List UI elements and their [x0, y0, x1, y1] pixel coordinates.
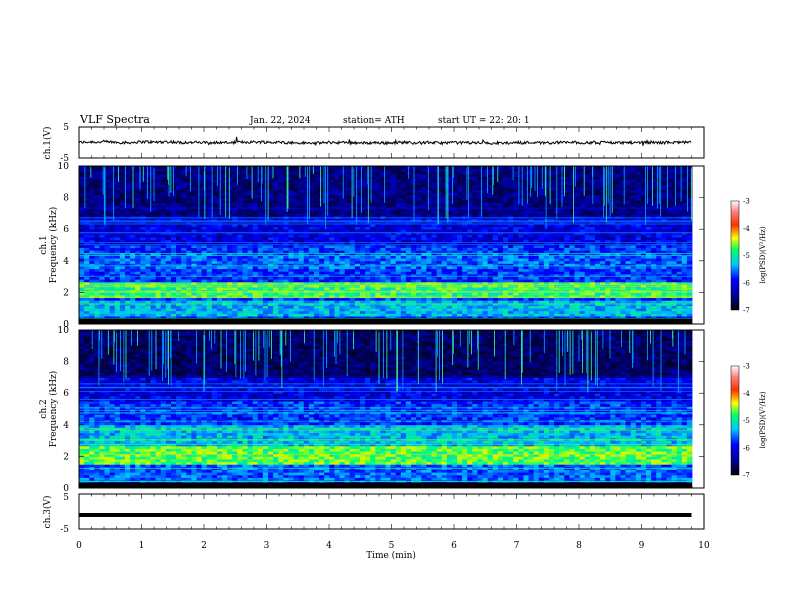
ch3-waveform-ylabel: ch.3(V): [42, 496, 53, 529]
x-axis-tick-labels: 0 1 2 3 4 5 6 7 8 9 10: [76, 541, 710, 551]
date-label: Jan. 22, 2024: [249, 116, 311, 126]
y-tick-label: 6: [63, 389, 69, 399]
y-tick-label: 10: [58, 162, 70, 172]
colorbar-tick-label: -7: [743, 307, 750, 315]
x-tick-label: 9: [639, 541, 645, 551]
ch1-spectrogram-ylabel-channel: ch.1: [39, 235, 49, 254]
ch2-spectrogram-ticks: [78, 330, 705, 488]
ch1-spectrogram-ticks: [78, 166, 705, 324]
station-label: station= ATH: [343, 116, 405, 126]
y-tick-label: 4: [63, 257, 69, 267]
y-tick-label: 2: [63, 452, 69, 462]
ch1-colorbar-ticks: -3 -4 -5 -6 -7: [743, 198, 750, 315]
ch2-spectrogram-image: [79, 330, 693, 489]
colorbar-tick-label: -7: [743, 472, 750, 480]
colorbar-tick-label: -3: [743, 363, 750, 371]
ch2-spectrogram-yticklabels: 0 2 4 6 8 10: [58, 326, 704, 494]
start-time-label: start UT = 22: 20: 1: [438, 116, 530, 126]
ch2-colorbar-ticks: -3 -4 -5 -6 -7: [743, 363, 750, 480]
colorbar-tick-label: -3: [743, 198, 750, 206]
x-tick-label: 7: [514, 541, 520, 551]
ch2-colorbar-label: log(PSD)(V²/Hz): [759, 391, 767, 448]
x-tick-label: 5: [389, 541, 395, 551]
x-tick-label: 2: [201, 541, 207, 551]
ch1-waveform-ticks: [78, 127, 705, 158]
x-tick-label: 0: [76, 541, 82, 551]
y-tick-label: 8: [63, 358, 69, 368]
ch1-ytick-top: 5: [63, 123, 69, 133]
x-tick-label: 3: [264, 541, 270, 551]
ch2-spectrogram-ylabel-channel: ch.2: [39, 399, 49, 418]
ch2-colorbar: [730, 365, 740, 476]
ch3-waveform-frame: [78, 493, 705, 530]
colorbar-tick-label: -4: [743, 390, 750, 398]
y-tick-label: 6: [63, 225, 69, 235]
y-tick-label: 8: [63, 194, 69, 204]
ch1-colorbar: [730, 200, 740, 311]
ch3-waveform-line: [79, 513, 692, 517]
ch1-waveform-ylabel: ch.1(V): [42, 127, 53, 160]
x-tick-label: 4: [326, 541, 332, 551]
ch2-spectrogram-ylabel-frequency: Frequency (kHz): [48, 371, 59, 448]
colorbar-tick-label: -4: [743, 225, 750, 233]
y-tick-label: 0: [63, 320, 69, 330]
x-tick-label: 6: [451, 541, 457, 551]
ch3-ytick-top: 5: [63, 493, 69, 503]
ch1-spectrogram-image: [79, 166, 693, 325]
x-tick-label: 10: [698, 541, 710, 551]
x-tick-label: 8: [576, 541, 582, 551]
x-tick-label: 1: [139, 541, 145, 551]
ch3-waveform-ticks: [78, 494, 705, 529]
x-axis-label: Time (min): [366, 550, 416, 561]
ch1-spectrogram-yticklabels: 0 2 4 6 8 10: [58, 162, 704, 330]
y-tick-label: 10: [58, 326, 70, 336]
ch1-waveform-panel: 5 -5 ch.1(V): [42, 123, 705, 164]
colorbar-tick-label: -6: [743, 279, 750, 287]
figure-title: VLF Spectra: [79, 113, 150, 126]
ch1-ytick-bottom: -5: [60, 154, 69, 164]
colorbar-tick-label: -5: [743, 252, 750, 260]
ch1-colorbar-label: log(PSD)(V²/Hz): [759, 226, 767, 283]
y-tick-label: 4: [63, 421, 69, 431]
ch1-spectrogram-ylabel-frequency: Frequency (kHz): [48, 207, 59, 284]
ch3-waveform-panel: 5 -5 ch.3(V): [42, 493, 705, 535]
y-tick-label: 0: [63, 484, 69, 494]
colorbar-tick-label: -5: [743, 417, 750, 425]
colorbar-tick-label: -6: [743, 444, 750, 452]
y-tick-label: 2: [63, 288, 69, 298]
ch3-ytick-bottom: -5: [60, 525, 69, 535]
ch1-waveform-line: [78, 136, 692, 147]
